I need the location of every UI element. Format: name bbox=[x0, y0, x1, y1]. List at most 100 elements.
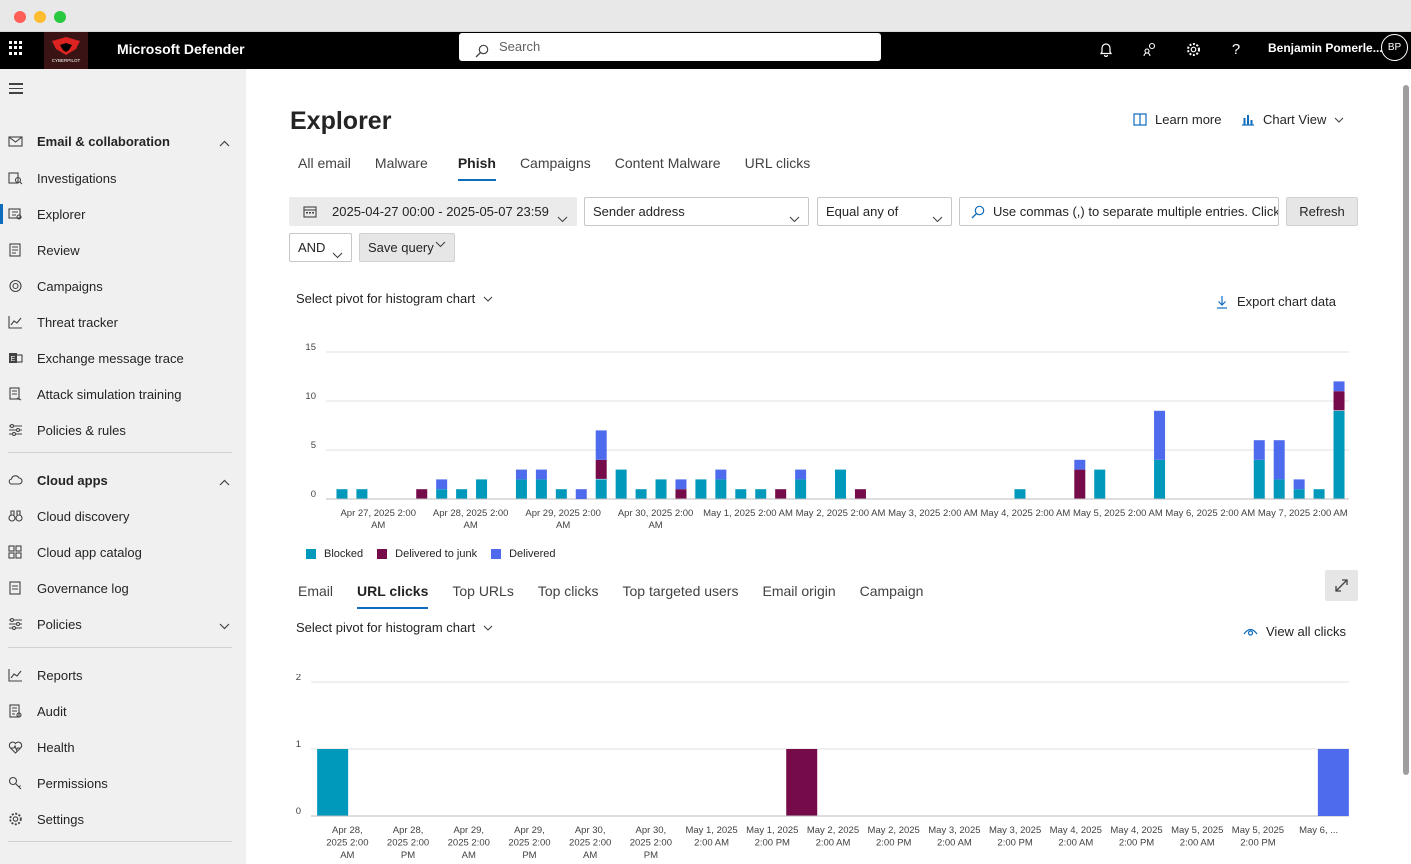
bar-blocked[interactable] bbox=[535, 479, 547, 499]
bar-blocked[interactable] bbox=[835, 469, 846, 499]
bar-delivered-to-junk[interactable] bbox=[595, 459, 607, 479]
vertical-scrollbar[interactable] bbox=[1403, 85, 1409, 775]
bar-blocked[interactable] bbox=[1313, 489, 1325, 499]
subtab-top-urls[interactable]: Top URLs bbox=[452, 583, 514, 599]
bar-delivered[interactable] bbox=[1317, 749, 1349, 816]
user-name[interactable]: Benjamin Pomerle... bbox=[1268, 41, 1383, 55]
refresh-button[interactable]: Refresh bbox=[1286, 197, 1358, 226]
subtab-top-clicks[interactable]: Top clicks bbox=[537, 583, 599, 599]
tab-phish[interactable]: Phish bbox=[450, 151, 504, 181]
bar-blocked[interactable] bbox=[695, 479, 707, 499]
sidebar-item-permissions[interactable]: Permissions bbox=[0, 765, 246, 801]
sidebar-item-policies[interactable]: Policies bbox=[0, 606, 246, 642]
bar-delivered[interactable] bbox=[595, 430, 607, 460]
bar-blocked[interactable] bbox=[1293, 489, 1305, 499]
bar-blocked[interactable] bbox=[1154, 459, 1166, 499]
sidebar-item-policies-rules[interactable]: Policies & rules bbox=[0, 412, 246, 448]
bar-blocked[interactable] bbox=[1333, 410, 1345, 499]
bar-delivered[interactable] bbox=[1154, 410, 1166, 460]
sidebar-item-governance-log[interactable]: Governance log bbox=[0, 570, 246, 606]
bar-delivered[interactable] bbox=[575, 489, 587, 499]
subtab-top-targeted-users[interactable]: Top targeted users bbox=[622, 583, 739, 599]
bar-delivered[interactable] bbox=[715, 469, 727, 480]
subtab-email-origin[interactable]: Email origin bbox=[762, 583, 836, 599]
bar-blocked[interactable] bbox=[555, 489, 567, 499]
subtab-campaign[interactable]: Campaign bbox=[859, 583, 924, 599]
bar-delivered-to-junk[interactable] bbox=[786, 749, 818, 816]
app-launcher-icon[interactable] bbox=[8, 40, 24, 56]
tab-content-malware[interactable]: Content Malware bbox=[614, 155, 721, 171]
subtab-url-clicks[interactable]: URL clicks bbox=[349, 579, 436, 609]
bar-blocked[interactable] bbox=[436, 489, 448, 499]
bar-blocked[interactable] bbox=[635, 489, 647, 499]
bar-delivered[interactable] bbox=[1253, 440, 1265, 460]
sidebar-item-review[interactable]: Review bbox=[0, 232, 246, 268]
sidebar-item-health[interactable]: Health bbox=[0, 729, 246, 765]
sidebar-item-cloud-discovery[interactable]: Cloud discovery bbox=[0, 498, 246, 534]
sidebar-item-exchange-message-trace[interactable]: E Exchange message trace bbox=[0, 340, 246, 376]
bar-blocked[interactable] bbox=[735, 489, 747, 499]
bar-blocked[interactable] bbox=[1253, 459, 1265, 499]
sidebar-item-cloud-apps[interactable]: Cloud apps bbox=[0, 462, 246, 498]
save-query-button[interactable]: Save query bbox=[359, 233, 455, 262]
bar-delivered-to-junk[interactable] bbox=[416, 489, 428, 499]
bar-blocked[interactable] bbox=[715, 479, 727, 499]
gear-icon[interactable] bbox=[1183, 39, 1203, 59]
notifications-bell-icon[interactable] bbox=[1096, 39, 1116, 59]
bar-delivered[interactable] bbox=[436, 479, 448, 490]
community-icon[interactable] bbox=[1140, 39, 1160, 59]
bar-blocked[interactable] bbox=[655, 479, 667, 499]
legend-item[interactable]: Blocked bbox=[306, 548, 363, 560]
expand-button[interactable] bbox=[1325, 570, 1358, 601]
bar-delivered-to-junk[interactable] bbox=[775, 489, 787, 499]
bar-blocked[interactable] bbox=[456, 489, 468, 499]
sidebar-item-settings[interactable]: Settings bbox=[0, 801, 246, 837]
sidebar-item-cloud-app-catalog[interactable]: Cloud app catalog bbox=[0, 534, 246, 570]
bar-blocked[interactable] bbox=[755, 489, 767, 499]
filter-value-input[interactable]: Use commas (,) to separate multiple entr… bbox=[959, 197, 1279, 226]
close-window-button[interactable] bbox=[14, 11, 26, 23]
bar-blocked[interactable] bbox=[476, 479, 488, 499]
bar-blocked[interactable] bbox=[515, 479, 527, 499]
bar-delivered-to-junk[interactable] bbox=[675, 489, 687, 499]
tab-url-clicks[interactable]: URL clicks bbox=[744, 155, 811, 171]
sidebar-item-threat-tracker[interactable]: Threat tracker bbox=[0, 304, 246, 340]
bar-delivered[interactable] bbox=[515, 469, 527, 480]
hamburger-menu-icon[interactable] bbox=[9, 83, 23, 97]
bar-blocked[interactable] bbox=[356, 489, 368, 499]
tab-campaigns[interactable]: Campaigns bbox=[519, 155, 591, 171]
search-input[interactable]: Search bbox=[459, 33, 881, 61]
tab-malware[interactable]: Malware bbox=[374, 155, 428, 171]
bar-delivered-to-junk[interactable] bbox=[1074, 469, 1086, 499]
bar-delivered[interactable] bbox=[1273, 440, 1285, 480]
filter-operator-dropdown[interactable]: Equal any of bbox=[817, 197, 952, 226]
maximize-window-button[interactable] bbox=[54, 11, 66, 23]
bar-blocked[interactable] bbox=[317, 749, 349, 816]
avatar[interactable]: BP bbox=[1381, 34, 1408, 61]
sidebar-item-attack-simulation-training[interactable]: Attack simulation training bbox=[0, 376, 246, 412]
logic-operator-dropdown[interactable]: AND bbox=[289, 233, 352, 262]
histogram-pivot-dropdown-2[interactable]: Select pivot for histogram chart bbox=[296, 620, 493, 635]
bar-blocked[interactable] bbox=[336, 489, 348, 499]
bar-blocked[interactable] bbox=[1014, 489, 1026, 499]
legend-item[interactable]: Delivered to junk bbox=[377, 548, 477, 560]
bar-delivered[interactable] bbox=[1333, 381, 1345, 392]
filter-field-dropdown[interactable]: Sender address bbox=[584, 197, 809, 226]
view-all-clicks-button[interactable]: View all clicks bbox=[1243, 624, 1346, 639]
sidebar-item-investigations[interactable]: Investigations bbox=[0, 160, 246, 196]
subtab-email[interactable]: Email bbox=[298, 583, 334, 599]
minimize-window-button[interactable] bbox=[34, 11, 46, 23]
sidebar-item-campaigns[interactable]: Campaigns bbox=[0, 268, 246, 304]
learn-more-link[interactable]: Learn more bbox=[1133, 112, 1221, 127]
export-chart-data-button[interactable]: Export chart data bbox=[1216, 294, 1336, 309]
bar-delivered[interactable] bbox=[1074, 459, 1086, 470]
bar-blocked[interactable] bbox=[1273, 479, 1285, 499]
bar-blocked[interactable] bbox=[595, 479, 607, 499]
bar-blocked[interactable] bbox=[1094, 469, 1106, 499]
sidebar-item-audit[interactable]: Audit bbox=[0, 693, 246, 729]
bar-blocked[interactable] bbox=[615, 469, 627, 499]
tab-all-email[interactable]: All email bbox=[298, 155, 351, 171]
legend-item[interactable]: Delivered bbox=[491, 548, 556, 560]
sidebar-item-email-collaboration[interactable]: Email & collaboration bbox=[0, 123, 246, 159]
bar-delivered[interactable] bbox=[1293, 479, 1305, 490]
